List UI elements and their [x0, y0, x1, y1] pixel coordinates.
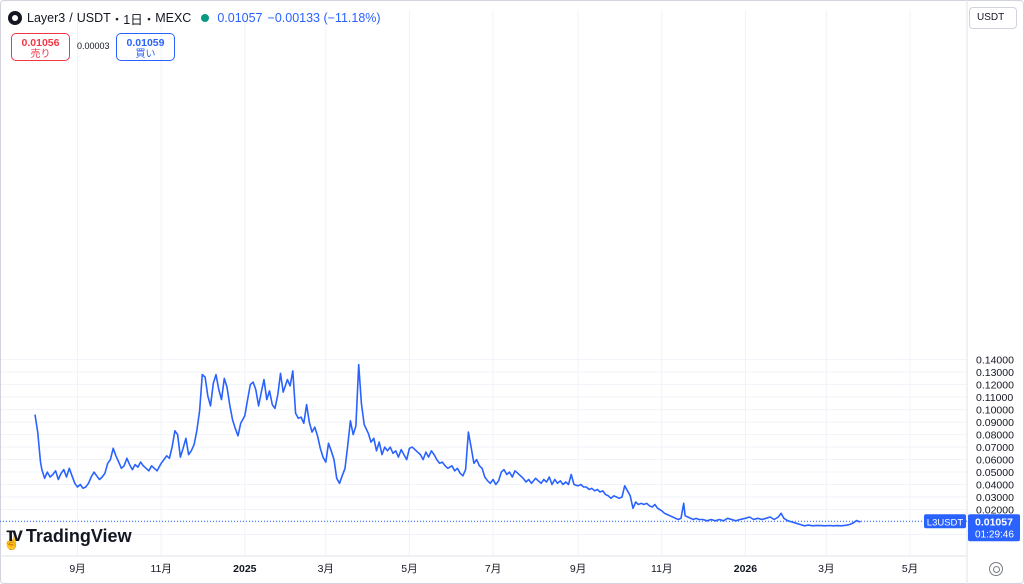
y-tick-label: 0.05000 — [976, 467, 1014, 479]
y-tick-label: 0.13000 — [976, 367, 1014, 379]
y-tick-label: 0.02000 — [976, 505, 1014, 517]
x-tick-label: 3月 — [818, 563, 834, 575]
symbol-separator: / — [69, 11, 73, 25]
buy-price: 0.01059 — [126, 37, 165, 49]
currency-selector[interactable]: USDT — [969, 7, 1017, 29]
y-tick-label: 0.08000 — [976, 430, 1014, 442]
symbol-name[interactable]: Layer3 — [27, 11, 66, 25]
market-open-dot-icon — [201, 14, 210, 22]
x-tick-label: 5月 — [401, 563, 417, 575]
settings-gear-icon[interactable] — [989, 562, 1003, 576]
y-tick-label: 0.10000 — [976, 405, 1014, 417]
cursor-hand-icon: ☝ — [3, 534, 21, 550]
buy-button[interactable]: 0.01059 買い — [116, 33, 175, 61]
price-series-line — [34, 363, 861, 527]
spread-value: 0.00003 — [77, 41, 110, 51]
tradingview-mark-icon: ᴛᴠ — [6, 525, 23, 546]
sell-price: 0.01056 — [21, 37, 60, 49]
y-tick-label: 0.06000 — [976, 455, 1014, 467]
tradingview-logo[interactable]: ᴛᴠ TradingView — [6, 525, 132, 547]
exchange-name: MEXC — [155, 11, 192, 25]
symbol-axis-tag-label: L3USDT — [927, 517, 964, 528]
interval-label[interactable]: ・1日・ — [110, 12, 156, 27]
y-tick-label: 0.14000 — [976, 355, 1014, 367]
y-tick-label: 0.07000 — [976, 442, 1014, 454]
last-price-axis-label — [968, 514, 1020, 542]
x-tick-label: 9月 — [570, 563, 586, 575]
last-price-axis-value: 0.01057 — [975, 516, 1013, 528]
y-tick-label: 0.09000 — [976, 417, 1014, 429]
x-tick-label: 5月 — [902, 563, 918, 575]
quote-currency: USDT — [76, 11, 111, 25]
header-price-change: −0.00133 (−11.18%) — [267, 11, 381, 25]
symbol-header[interactable]: Layer3 / USDT ・1日・ MEXC 0.01057 −0.00133… — [8, 8, 381, 28]
symbol-axis-tag — [924, 514, 966, 529]
sell-button[interactable]: 0.01056 売り — [11, 33, 70, 61]
x-tick-label: 11月 — [150, 563, 171, 575]
buy-label: 買い — [135, 49, 156, 60]
x-tick-label: 3月 — [318, 563, 334, 575]
x-tick-label: 11月 — [651, 563, 672, 575]
y-tick-label: 0.04000 — [976, 480, 1014, 492]
tradingview-wordmark: TradingView — [25, 525, 132, 546]
x-tick-label: 2025 — [233, 563, 257, 575]
x-tick-label: 2026 — [734, 563, 758, 575]
x-tick-label: 9月 — [69, 563, 85, 575]
bar-countdown-timer: 01:29:46 — [975, 529, 1014, 540]
header-last-price: 0.01057 — [217, 11, 263, 25]
layer3-logo-icon — [8, 11, 22, 25]
sell-label: 売り — [30, 49, 51, 60]
y-tick-label: 0.11000 — [976, 392, 1013, 404]
x-tick-label: 7月 — [485, 563, 501, 575]
y-tick-label: 0.12000 — [976, 380, 1014, 392]
y-tick-label: 0.03000 — [976, 492, 1014, 504]
